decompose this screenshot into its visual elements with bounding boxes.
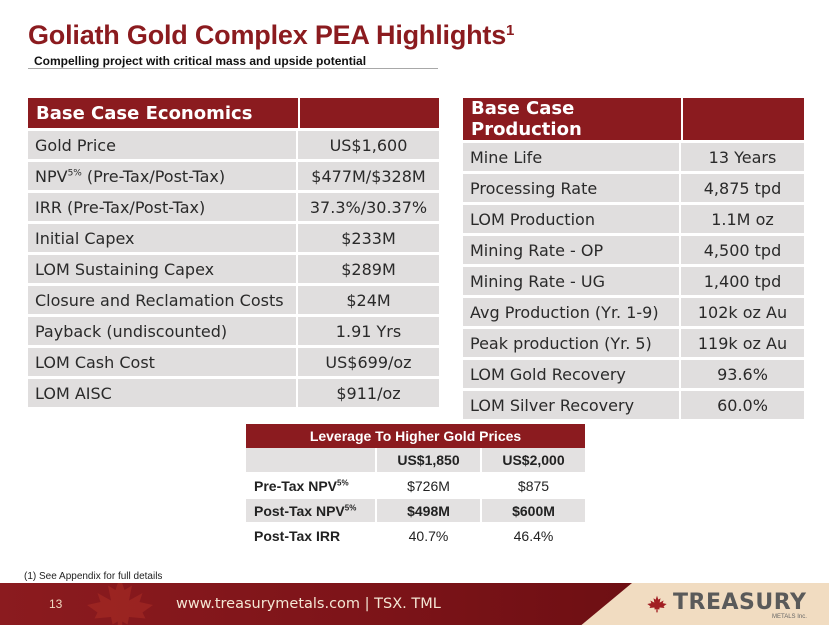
table-row: IRR (Pre-Tax/Post-Tax) 37.3%/30.37% xyxy=(28,193,439,221)
row-value: 1,400 tpd xyxy=(681,267,804,295)
row-value: $24M xyxy=(298,286,439,314)
row-value: 4,500 tpd xyxy=(681,236,804,264)
brand-name: TREASURY xyxy=(673,590,807,615)
economics-header-row: Base Case Economics xyxy=(28,98,439,128)
row-value: 13 Years xyxy=(681,143,804,171)
row-value: $911/oz xyxy=(298,379,439,407)
production-heading: Base Case Production xyxy=(463,98,681,140)
row-label: LOM AISC xyxy=(28,379,298,407)
row-value: 4,875 tpd xyxy=(681,174,804,202)
row-label: Payback (undiscounted) xyxy=(28,317,298,345)
row-label: Gold Price xyxy=(28,131,298,159)
row-value: $233M xyxy=(298,224,439,252)
leverage-corner-cell xyxy=(246,448,376,474)
row-label: Avg Production (Yr. 1-9) xyxy=(463,298,681,326)
leverage-title: Leverage To Higher Gold Prices xyxy=(246,424,585,448)
brand-subtitle: METALS Inc. xyxy=(772,614,807,620)
table-row: LOM Silver Recovery 60.0% xyxy=(463,391,804,419)
row-label: Mine Life xyxy=(463,143,681,171)
row-label: LOM Sustaining Capex xyxy=(28,255,298,283)
row-value: $477M/$328M xyxy=(298,162,439,190)
row-label: Closure and Reclamation Costs xyxy=(28,286,298,314)
row-label: Initial Capex xyxy=(28,224,298,252)
title-footnote-marker: 1 xyxy=(506,22,515,39)
row-label: Mining Rate - OP xyxy=(463,236,681,264)
footnote: (1) See Appendix for full details xyxy=(24,571,163,582)
table-row: Avg Production (Yr. 1-9) 102k oz Au xyxy=(463,298,804,326)
row-value: $600M xyxy=(480,498,585,524)
table-row: Processing Rate 4,875 tpd xyxy=(463,174,804,202)
maple-leaf-logo-icon xyxy=(647,595,667,613)
table-row: LOM Production 1.1M oz xyxy=(463,205,804,233)
table-row: Gold Price US$1,600 xyxy=(28,131,439,159)
row-value: 46.4% xyxy=(480,523,585,549)
table-row: Post-Tax IRR 40.7% 46.4% xyxy=(246,523,585,549)
table-row: Closure and Reclamation Costs $24M xyxy=(28,286,439,314)
row-label: Processing Rate xyxy=(463,174,681,202)
table-row: Payback (undiscounted) 1.91 Yrs xyxy=(28,317,439,345)
table-row: Mine Life 13 Years xyxy=(463,143,804,171)
row-label: IRR (Pre-Tax/Post-Tax) xyxy=(28,193,298,221)
table-row: LOM Gold Recovery 93.6% xyxy=(463,360,804,388)
table-row: Pre-Tax NPV5% $726M $875 xyxy=(246,473,585,499)
row-label: Peak production (Yr. 5) xyxy=(463,329,681,357)
production-heading-blank xyxy=(681,98,804,140)
row-label: NPV5% (Pre-Tax/Post-Tax) xyxy=(28,162,298,190)
row-value: $875 xyxy=(480,473,585,499)
leverage-table: Leverage To Higher Gold Prices US$1,850 … xyxy=(246,424,585,549)
row-value: $289M xyxy=(298,255,439,283)
row-label: Post-Tax IRR xyxy=(246,523,376,549)
base-case-production-table: Base Case Production Mine Life 13 Years P… xyxy=(463,95,804,422)
economics-heading: Base Case Economics xyxy=(28,98,298,128)
row-value: 93.6% xyxy=(681,360,804,388)
row-value: US$699/oz xyxy=(298,348,439,376)
row-value: 119k oz Au xyxy=(681,329,804,357)
row-value: $726M xyxy=(375,473,481,499)
table-row: LOM AISC $911/oz xyxy=(28,379,439,407)
leverage-column-header: US$2,000 xyxy=(480,448,585,474)
row-label: Post-Tax NPV5% xyxy=(246,498,376,524)
table-row: LOM Cash Cost US$699/oz xyxy=(28,348,439,376)
table-row: Initial Capex $233M xyxy=(28,224,439,252)
leverage-column-header-row: US$1,850 US$2,000 xyxy=(246,448,585,474)
page-subtitle: Compelling project with critical mass an… xyxy=(34,54,367,68)
base-case-economics-table: Base Case Economics Gold Price US$1,600 N… xyxy=(28,95,439,410)
row-value: US$1,600 xyxy=(298,131,439,159)
leverage-title-row: Leverage To Higher Gold Prices xyxy=(246,424,585,448)
table-row: NPV5% (Pre-Tax/Post-Tax) $477M/$328M xyxy=(28,162,439,190)
row-value: 40.7% xyxy=(375,523,481,549)
footer-bar: 13 www.treasurymetals.com | TSX. TML TRE… xyxy=(0,583,829,625)
footer-dark-band: 13 www.treasurymetals.com | TSX. TML xyxy=(0,583,632,625)
row-label: LOM Silver Recovery xyxy=(463,391,681,419)
table-row: Post-Tax NPV5% $498M $600M xyxy=(246,498,585,524)
maple-leaf-watermark-icon xyxy=(87,583,153,625)
row-label: Mining Rate - UG xyxy=(463,267,681,295)
table-row: LOM Sustaining Capex $289M xyxy=(28,255,439,283)
row-value: 60.0% xyxy=(681,391,804,419)
row-value: 37.3%/30.37% xyxy=(298,193,439,221)
table-row: Mining Rate - UG 1,400 tpd xyxy=(463,267,804,295)
row-value: 102k oz Au xyxy=(681,298,804,326)
row-value: 1.91 Yrs xyxy=(298,317,439,345)
page-title: Goliath Gold Complex PEA Highlights1 xyxy=(28,20,515,50)
title-divider xyxy=(28,68,438,69)
leverage-column-header: US$1,850 xyxy=(375,448,481,474)
footer-website-link[interactable]: www.treasurymetals.com | TSX. TML xyxy=(176,596,441,612)
row-value: 1.1M oz xyxy=(681,205,804,233)
economics-heading-blank xyxy=(298,98,439,128)
page-number: 13 xyxy=(49,597,63,611)
table-row: Mining Rate - OP 4,500 tpd xyxy=(463,236,804,264)
production-header-row: Base Case Production xyxy=(463,98,804,140)
treasury-metals-logo: TREASURY METALS Inc. xyxy=(642,588,822,622)
row-label: Pre-Tax NPV5% xyxy=(246,473,376,499)
row-label: LOM Production xyxy=(463,205,681,233)
row-label: LOM Cash Cost xyxy=(28,348,298,376)
table-row: Peak production (Yr. 5) 119k oz Au xyxy=(463,329,804,357)
row-value: $498M xyxy=(375,498,481,524)
row-label: LOM Gold Recovery xyxy=(463,360,681,388)
